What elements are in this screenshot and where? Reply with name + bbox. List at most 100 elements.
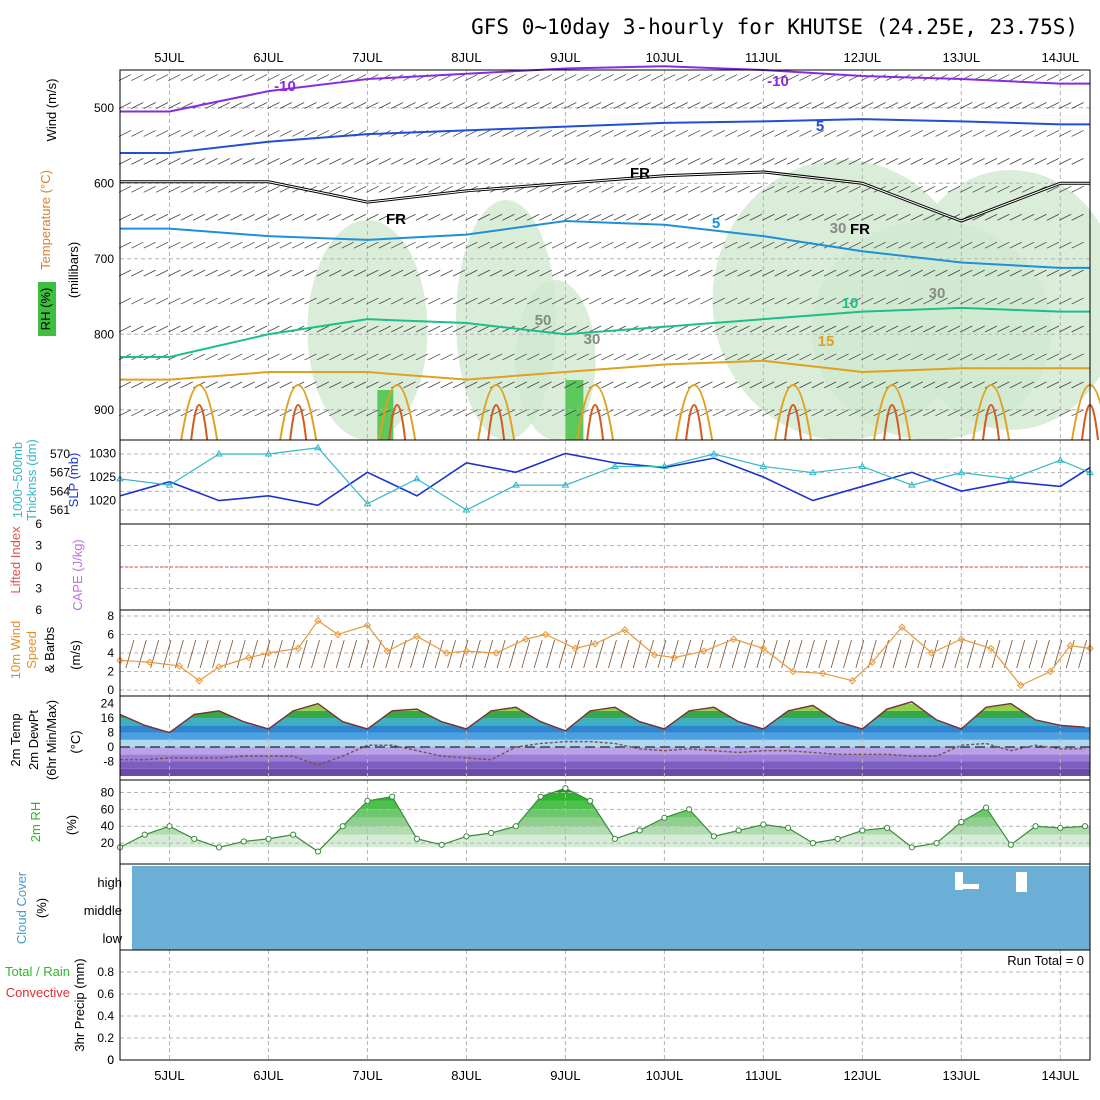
wind-barb bbox=[873, 102, 886, 109]
wind-barb bbox=[774, 325, 787, 333]
wind-barb bbox=[700, 130, 713, 137]
wind-barb bbox=[774, 213, 787, 221]
date-label-top: 5JUL bbox=[154, 50, 184, 65]
wind-barb bbox=[143, 185, 156, 193]
temp-band bbox=[120, 725, 1090, 733]
wind-barb bbox=[1034, 158, 1047, 165]
slp-frame bbox=[119, 439, 1091, 525]
wind-barb bbox=[737, 409, 750, 417]
wind-barb bbox=[910, 102, 923, 109]
wind-barb bbox=[366, 325, 379, 333]
wind10m-barb bbox=[793, 639, 803, 669]
temp-band bbox=[120, 718, 1090, 726]
wind-barb bbox=[254, 213, 268, 221]
rh-marker bbox=[191, 835, 198, 842]
wind-barb bbox=[168, 213, 181, 221]
pressure-tick: 700 bbox=[94, 252, 114, 266]
axis-label: SLP (mb) bbox=[66, 453, 81, 508]
wind-barb bbox=[489, 241, 503, 249]
wind-barb bbox=[341, 297, 354, 305]
wind-barb bbox=[217, 74, 231, 81]
wind-barb bbox=[316, 158, 330, 165]
wind-speed-marker bbox=[442, 649, 451, 657]
wind-barb bbox=[799, 381, 812, 389]
wind-barb bbox=[514, 102, 528, 109]
precip-panel: 00.20.40.60.80 Run Total = 0 Total / Rai… bbox=[5, 949, 1091, 1067]
wind10m-barb bbox=[533, 639, 543, 669]
wind-barb bbox=[452, 381, 466, 389]
wind-barb bbox=[861, 158, 874, 165]
wind-barb bbox=[205, 297, 218, 305]
wind-barb bbox=[1071, 102, 1084, 109]
contour-15-loop bbox=[972, 384, 1011, 441]
wind-barb bbox=[155, 241, 169, 249]
wind-barb bbox=[984, 353, 998, 361]
wind-barb bbox=[1021, 102, 1035, 109]
wind-barb bbox=[527, 269, 540, 277]
wind-speed-marker bbox=[571, 644, 580, 653]
wind10m-barb bbox=[719, 639, 729, 669]
wind-barb bbox=[527, 102, 540, 109]
wind10m-barb bbox=[397, 639, 407, 669]
wind-barb bbox=[477, 158, 490, 165]
wind-barb bbox=[527, 185, 540, 193]
wind-barb bbox=[687, 269, 701, 277]
wind-barb bbox=[811, 297, 824, 305]
wind-barb bbox=[489, 269, 503, 277]
wind10m-barb bbox=[830, 639, 840, 669]
precip-frame bbox=[119, 949, 1091, 1061]
rh-marker bbox=[686, 806, 693, 813]
wind-barb bbox=[712, 381, 726, 389]
wind-barb bbox=[502, 269, 515, 277]
wind-barb bbox=[675, 130, 688, 137]
wind-speed-marker bbox=[621, 626, 629, 634]
wind-speed-marker bbox=[957, 635, 966, 643]
wind-barb bbox=[316, 353, 330, 361]
wind-barb bbox=[675, 74, 688, 81]
thickness-marker bbox=[413, 474, 421, 482]
wind-barb bbox=[539, 241, 552, 249]
wind-barb bbox=[576, 130, 589, 137]
thickness-marker bbox=[165, 481, 174, 488]
wind-barb bbox=[1059, 297, 1072, 305]
wind-barb bbox=[638, 158, 651, 165]
wind-barb bbox=[836, 185, 849, 193]
wind-barb bbox=[366, 409, 379, 417]
wind10m-barb bbox=[1053, 639, 1063, 669]
wind-barb bbox=[193, 185, 206, 193]
wind-barb bbox=[551, 158, 565, 165]
wind-barb bbox=[180, 130, 193, 137]
rh-marker bbox=[290, 831, 297, 838]
wind-barb bbox=[972, 353, 985, 361]
wind-barb bbox=[353, 409, 367, 417]
rh-marker bbox=[587, 797, 594, 804]
wind-barb bbox=[180, 325, 193, 333]
run-total: Run Total = 0 bbox=[1007, 953, 1084, 968]
wind-barb bbox=[984, 130, 998, 137]
wind-barb bbox=[440, 185, 453, 193]
wind10m-barb bbox=[484, 639, 494, 669]
wind10m-barb bbox=[1041, 639, 1050, 669]
wind-barb bbox=[254, 102, 268, 109]
temp2m-ylabels: 2m Temp 2m DewPt (6hr Min/Max) (°C) bbox=[8, 700, 83, 780]
wind-barb bbox=[291, 241, 305, 249]
lifted-ticks: 6 3 0 3 6 bbox=[35, 517, 42, 617]
wind-barb bbox=[749, 102, 763, 109]
wind-barb bbox=[786, 353, 800, 361]
thickness-marker bbox=[314, 443, 322, 451]
wind-barb bbox=[316, 325, 330, 333]
wind-barb bbox=[811, 381, 824, 389]
pressure-ticks: 500 600 700 800 900 bbox=[94, 101, 114, 417]
wind-barb bbox=[898, 158, 911, 165]
wind-barb bbox=[180, 213, 193, 221]
wind-barb bbox=[279, 102, 292, 109]
wind-barb bbox=[366, 269, 379, 277]
wind-barb bbox=[131, 409, 144, 417]
wind-barb bbox=[428, 381, 441, 389]
wind-barb bbox=[551, 241, 565, 249]
wind-barb bbox=[428, 297, 441, 305]
wind-barb bbox=[1059, 269, 1072, 277]
wind-barb bbox=[910, 213, 923, 221]
wind-barb bbox=[823, 241, 837, 249]
wind-barb bbox=[725, 158, 738, 165]
